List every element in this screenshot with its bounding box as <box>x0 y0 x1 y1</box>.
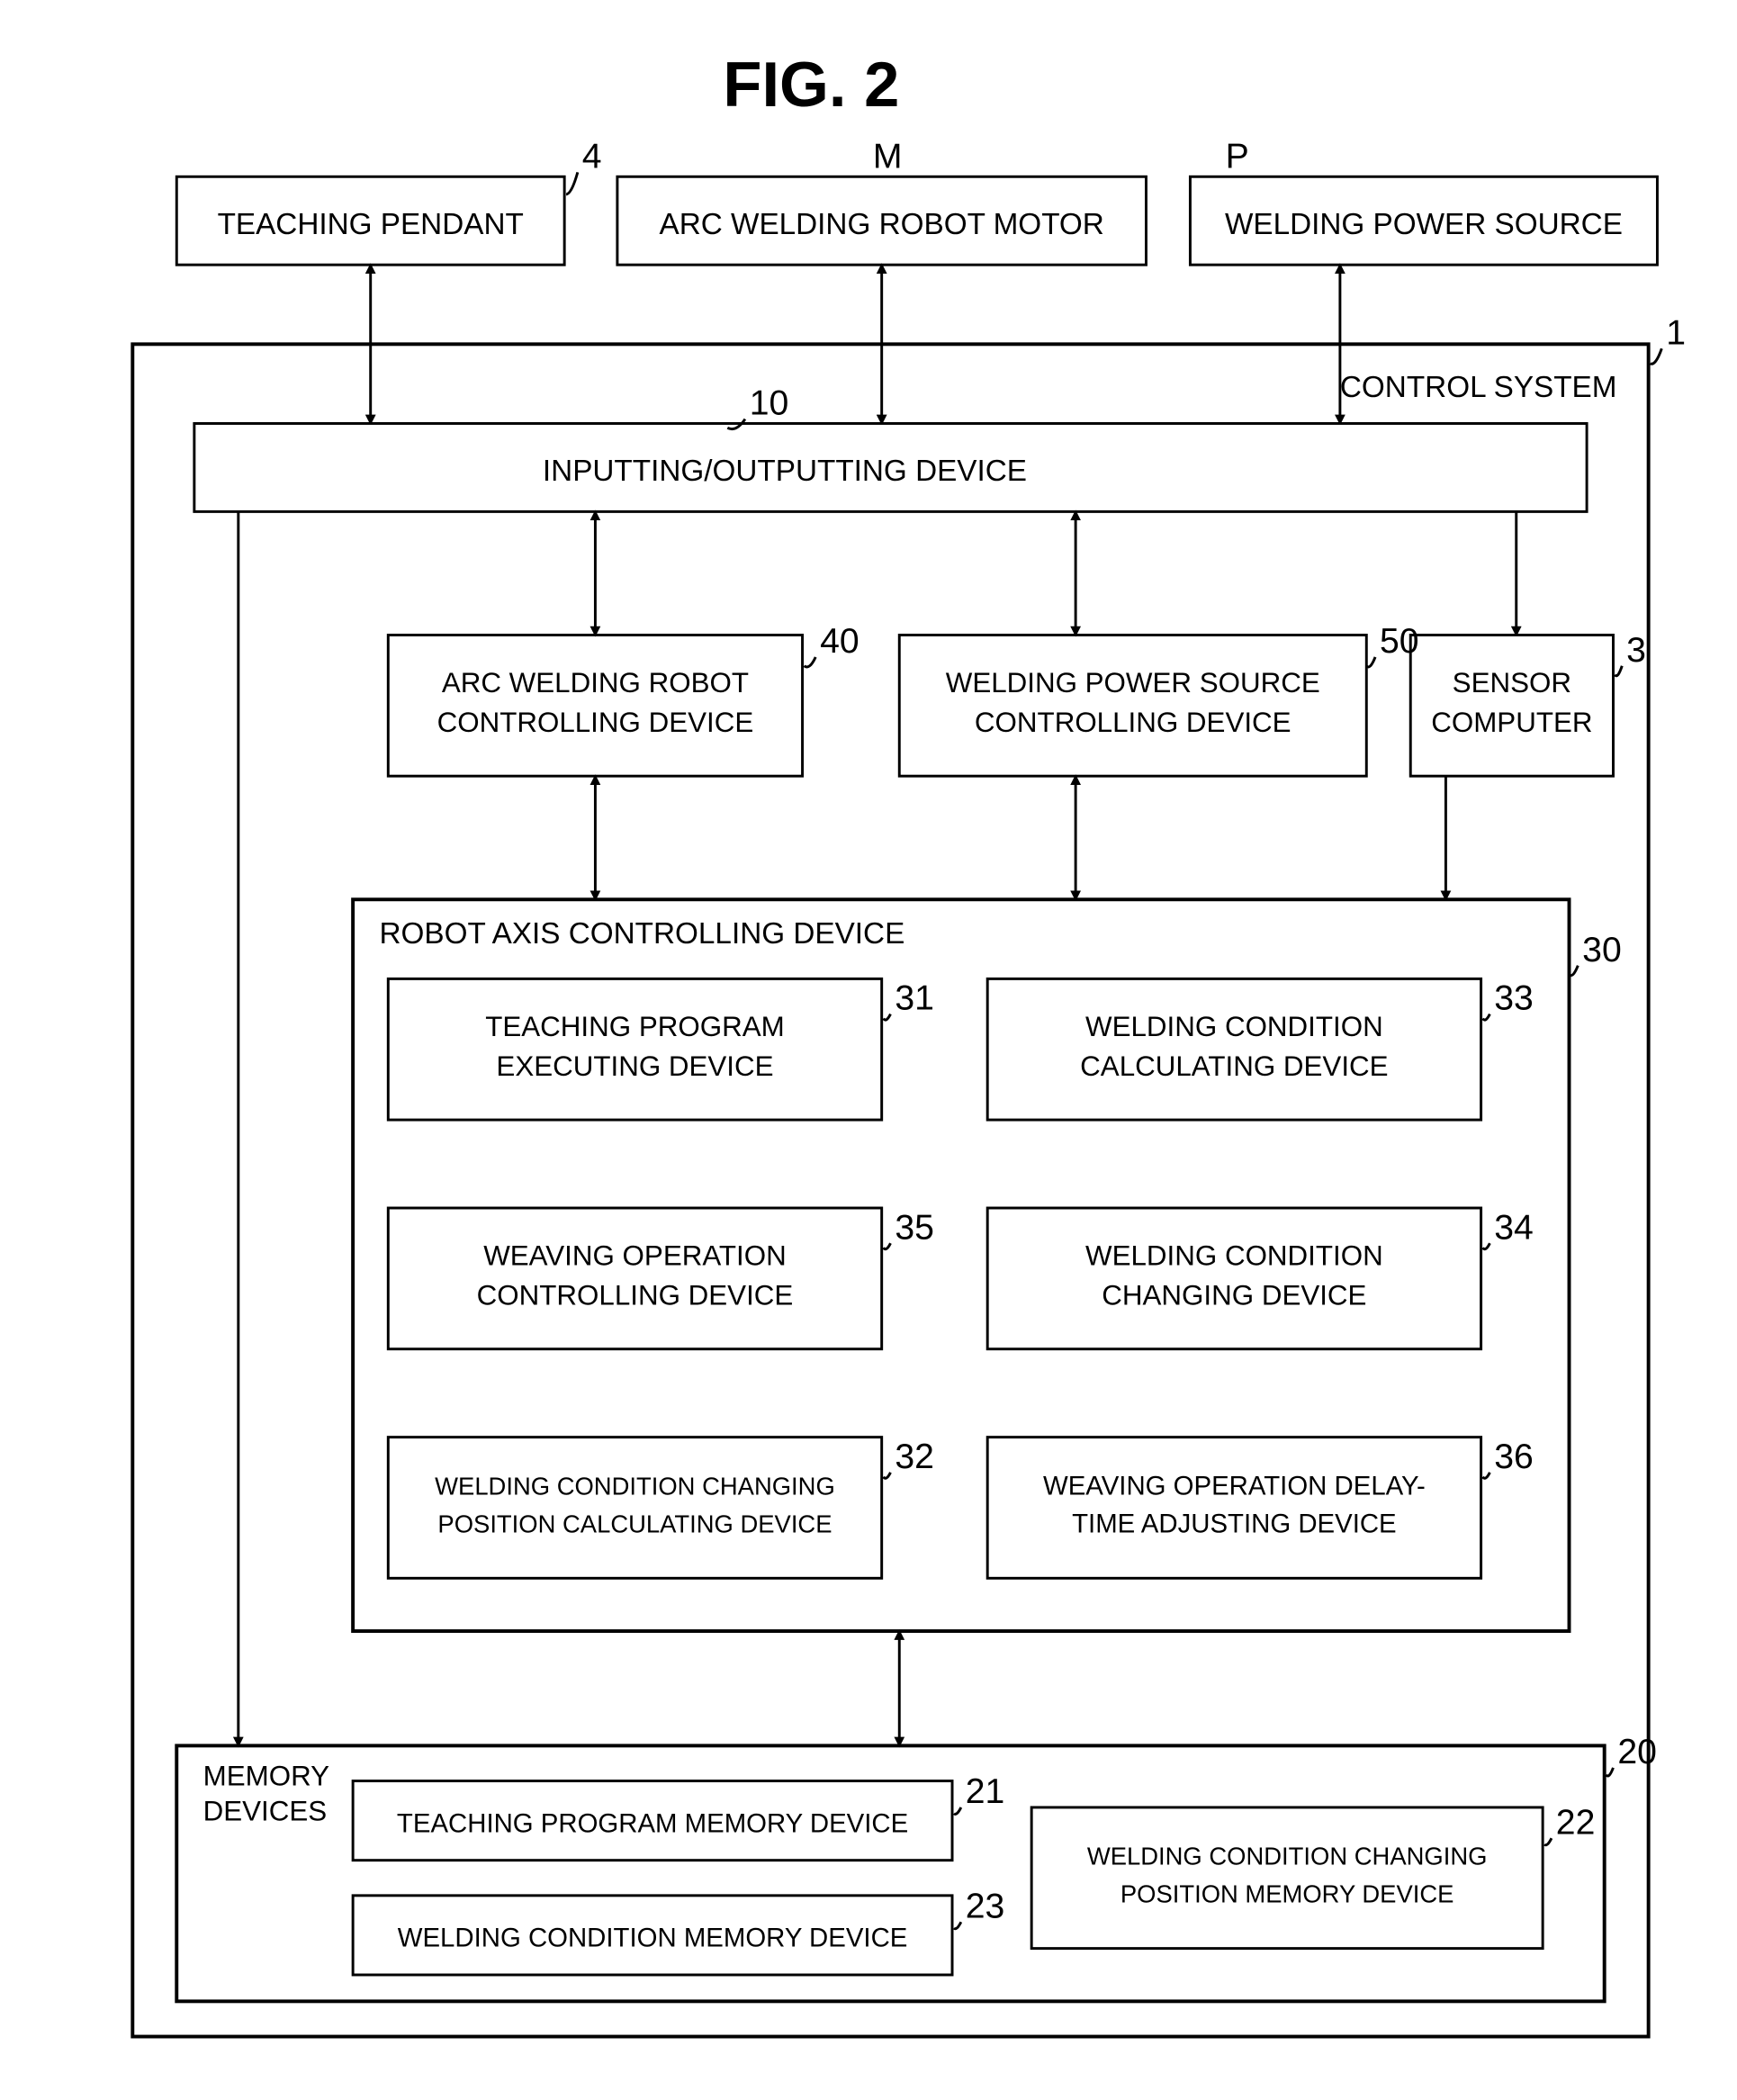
io-device-label: INPUTTING/OUTPUTTING DEVICE <box>543 455 1027 488</box>
ref-31: 31 <box>895 979 934 1018</box>
ref-1: 1 <box>1666 313 1686 352</box>
svg-text:POSITION CALCULATING DEVICE: POSITION CALCULATING DEVICE <box>437 1510 832 1537</box>
ref-40: 40 <box>820 622 860 661</box>
figure-title: FIG. 2 <box>723 49 899 120</box>
robot-motor-box: ARC WELDING ROBOT MOTOR M <box>617 137 1147 265</box>
ref-32: 32 <box>895 1438 934 1476</box>
svg-text:CONTROLLING DEVICE: CONTROLLING DEVICE <box>975 707 1292 738</box>
ref-P: P <box>1226 137 1249 176</box>
ref-35: 35 <box>895 1208 934 1247</box>
svg-text:CONTROLLING DEVICE: CONTROLLING DEVICE <box>477 1280 794 1311</box>
svg-text:POSITION MEMORY DEVICE: POSITION MEMORY DEVICE <box>1120 1880 1454 1908</box>
block-36: WEAVING OPERATION DELAY- TIME ADJUSTING … <box>987 1438 1534 1579</box>
block-21: TEACHING PROGRAM MEMORY DEVICE 21 <box>353 1772 1004 1861</box>
ref-33: 33 <box>1494 979 1534 1018</box>
power-source-label: WELDING POWER SOURCE <box>1225 208 1623 241</box>
teaching-pendant-box: TEACHING PENDANT 4 <box>176 137 601 265</box>
block-32: WELDING CONDITION CHANGING POSITION CALC… <box>388 1438 934 1579</box>
block-22: WELDING CONDITION CHANGING POSITION MEMO… <box>1031 1803 1595 1948</box>
svg-text:TEACHING PROGRAM MEMORY DEVICE: TEACHING PROGRAM MEMORY DEVICE <box>397 1808 908 1838</box>
memory-label-1: MEMORY <box>203 1760 330 1791</box>
svg-text:COMPUTER: COMPUTER <box>1431 707 1592 738</box>
svg-text:TEACHING PROGRAM: TEACHING PROGRAM <box>485 1011 784 1042</box>
ref-3: 3 <box>1626 631 1646 670</box>
ref-20: 20 <box>1617 1733 1657 1771</box>
axis-ctrl-label: ROBOT AXIS CONTROLLING DEVICE <box>379 917 904 951</box>
svg-text:CALCULATING DEVICE: CALCULATING DEVICE <box>1080 1050 1388 1082</box>
ref-M: M <box>873 137 903 176</box>
ref-36: 36 <box>1494 1438 1534 1476</box>
svg-text:TIME ADJUSTING DEVICE: TIME ADJUSTING DEVICE <box>1072 1509 1397 1538</box>
svg-text:WELDING CONDITION: WELDING CONDITION <box>1085 1011 1383 1042</box>
block-23: WELDING CONDITION MEMORY DEVICE 23 <box>353 1887 1004 1975</box>
ref-23: 23 <box>966 1887 1005 1925</box>
block-35: WEAVING OPERATION CONTROLLING DEVICE 35 <box>388 1208 934 1349</box>
svg-text:SENSOR: SENSOR <box>1453 667 1571 698</box>
svg-text:WEAVING OPERATION: WEAVING OPERATION <box>483 1240 787 1272</box>
svg-text:CONTROLLING DEVICE: CONTROLLING DEVICE <box>437 707 754 738</box>
robot-motor-label: ARC WELDING ROBOT MOTOR <box>660 208 1104 241</box>
robot-ctrl-box: ARC WELDING ROBOT CONTROLLING DEVICE 40 <box>388 622 859 776</box>
ref-34: 34 <box>1494 1208 1534 1247</box>
svg-text:EXECUTING DEVICE: EXECUTING DEVICE <box>496 1050 773 1082</box>
svg-text:WELDING CONDITION CHANGING: WELDING CONDITION CHANGING <box>435 1472 835 1500</box>
ref-4: 4 <box>582 137 602 176</box>
power-ctrl-box: WELDING POWER SOURCE CONTROLLING DEVICE … <box>899 622 1418 776</box>
svg-text:ARC WELDING ROBOT: ARC WELDING ROBOT <box>442 667 749 698</box>
teaching-pendant-label: TEACHING PENDANT <box>218 208 524 241</box>
ref-30: 30 <box>1582 931 1622 969</box>
svg-text:CHANGING DEVICE: CHANGING DEVICE <box>1102 1280 1366 1311</box>
block-31: TEACHING PROGRAM EXECUTING DEVICE 31 <box>388 978 934 1120</box>
memory-label-2: DEVICES <box>203 1796 328 1827</box>
block-34: WELDING CONDITION CHANGING DEVICE 34 <box>987 1208 1534 1349</box>
svg-text:WEAVING OPERATION DELAY-: WEAVING OPERATION DELAY- <box>1043 1471 1426 1501</box>
sensor-computer-box: SENSOR COMPUTER 3 <box>1410 631 1646 776</box>
svg-text:WELDING CONDITION CHANGING: WELDING CONDITION CHANGING <box>1087 1843 1488 1870</box>
block-33: WELDING CONDITION CALCULATING DEVICE 33 <box>987 978 1534 1120</box>
svg-text:WELDING CONDITION: WELDING CONDITION <box>1085 1240 1383 1272</box>
ref-21: 21 <box>966 1772 1005 1811</box>
svg-text:WELDING POWER SOURCE: WELDING POWER SOURCE <box>946 667 1320 698</box>
power-source-box: WELDING POWER SOURCE P <box>1190 137 1657 265</box>
figure-diagram: FIG. 2 TEACHING PENDANT 4 ARC WELDING RO… <box>18 18 1719 2075</box>
control-system-label: CONTROL SYSTEM <box>1340 371 1617 404</box>
svg-text:WELDING CONDITION MEMORY DEVIC: WELDING CONDITION MEMORY DEVICE <box>398 1924 908 1953</box>
ref-50: 50 <box>1380 622 1419 661</box>
ref-22: 22 <box>1556 1803 1596 1842</box>
ref-10: 10 <box>750 384 789 423</box>
